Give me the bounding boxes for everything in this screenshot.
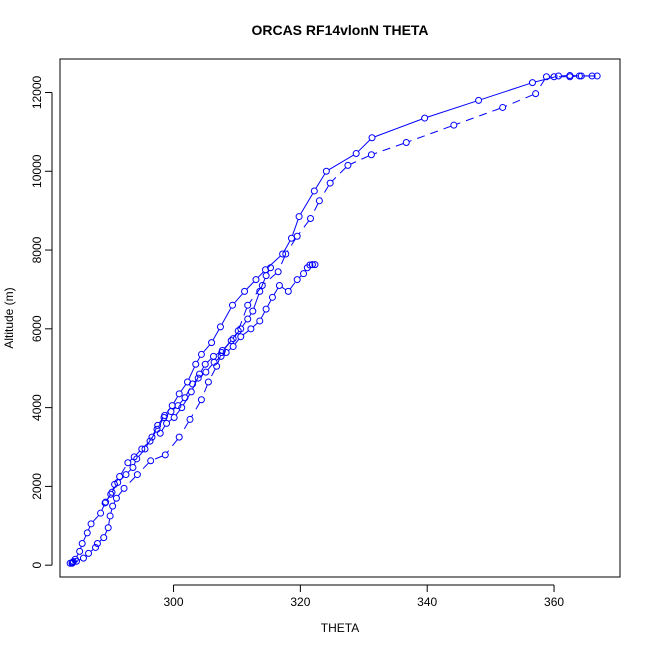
chart-title: ORCAS RF14vlonN THETA xyxy=(251,22,428,38)
y-tick-label: 2000 xyxy=(30,473,44,500)
x-tick-label: 300 xyxy=(164,595,184,609)
x-tick-label: 320 xyxy=(290,595,310,609)
y-axis-label: Altitude (m) xyxy=(2,287,16,348)
y-tick-label: 6000 xyxy=(30,315,44,342)
x-tick-label: 360 xyxy=(544,595,564,609)
y-tick-label: 8000 xyxy=(30,236,44,263)
x-axis-label: THETA xyxy=(321,621,359,635)
x-tick-label: 340 xyxy=(417,595,437,609)
y-tick-label: 0 xyxy=(30,562,44,569)
y-tick-label: 4000 xyxy=(30,394,44,421)
y-tick-label: 12000 xyxy=(30,75,44,109)
y-tick-label: 10000 xyxy=(30,154,44,188)
